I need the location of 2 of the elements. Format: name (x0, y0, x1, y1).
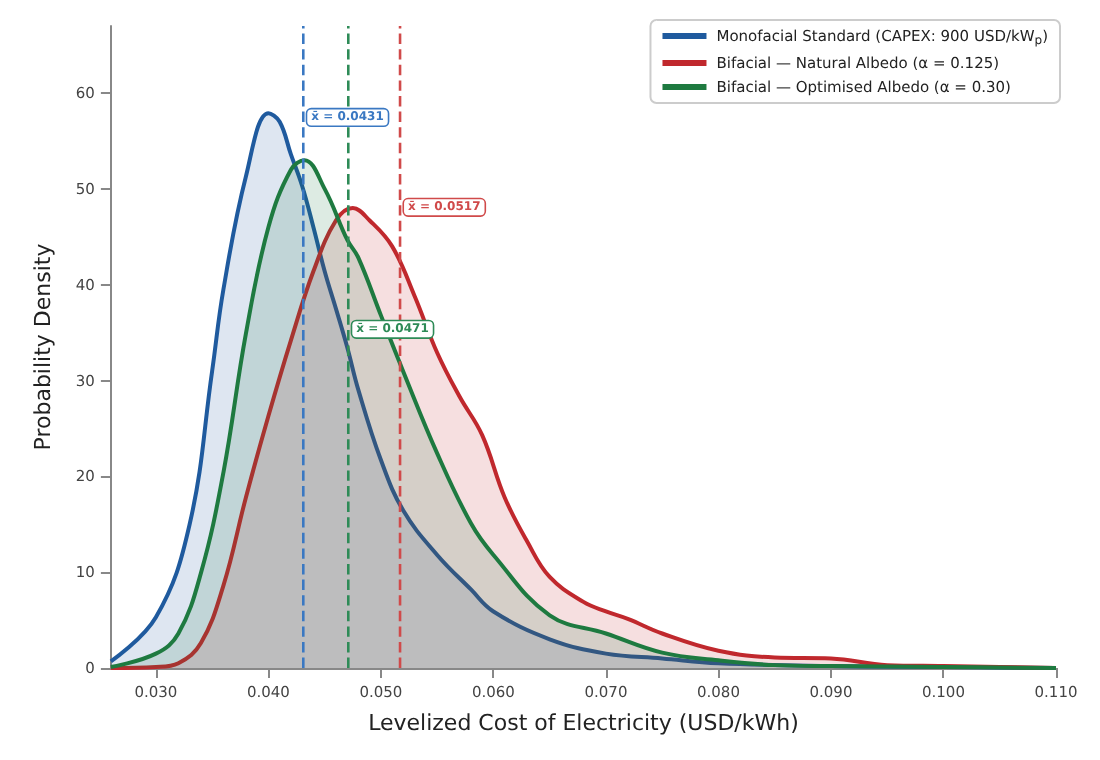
y-axis-title: Probability Density (30, 242, 56, 451)
x-axis-title: Levelized Cost of Electricity (USD/kWh) (368, 710, 799, 736)
